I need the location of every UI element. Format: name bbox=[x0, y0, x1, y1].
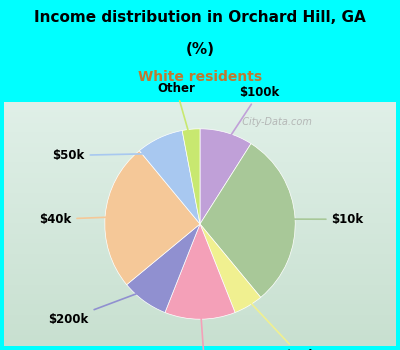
Text: Other: Other bbox=[157, 82, 195, 144]
Wedge shape bbox=[165, 224, 235, 319]
Wedge shape bbox=[182, 129, 200, 224]
Text: $40k: $40k bbox=[39, 213, 120, 226]
Wedge shape bbox=[200, 224, 261, 313]
Text: Income distribution in Orchard Hill, GA: Income distribution in Orchard Hill, GA bbox=[34, 10, 366, 26]
Wedge shape bbox=[139, 131, 200, 224]
Wedge shape bbox=[200, 144, 295, 298]
Text: $100k: $100k bbox=[223, 86, 279, 147]
Wedge shape bbox=[105, 150, 200, 285]
Text: $200k: $200k bbox=[48, 288, 152, 326]
Wedge shape bbox=[127, 224, 200, 313]
Text: $20k: $20k bbox=[242, 293, 316, 350]
Text: (%): (%) bbox=[186, 42, 214, 57]
Text: White residents: White residents bbox=[138, 70, 262, 84]
Text: $10k: $10k bbox=[281, 213, 364, 226]
Wedge shape bbox=[200, 129, 251, 224]
Text: City-Data.com: City-Data.com bbox=[236, 117, 312, 127]
Text: $30k: $30k bbox=[189, 305, 221, 350]
Text: $50k: $50k bbox=[52, 149, 164, 162]
